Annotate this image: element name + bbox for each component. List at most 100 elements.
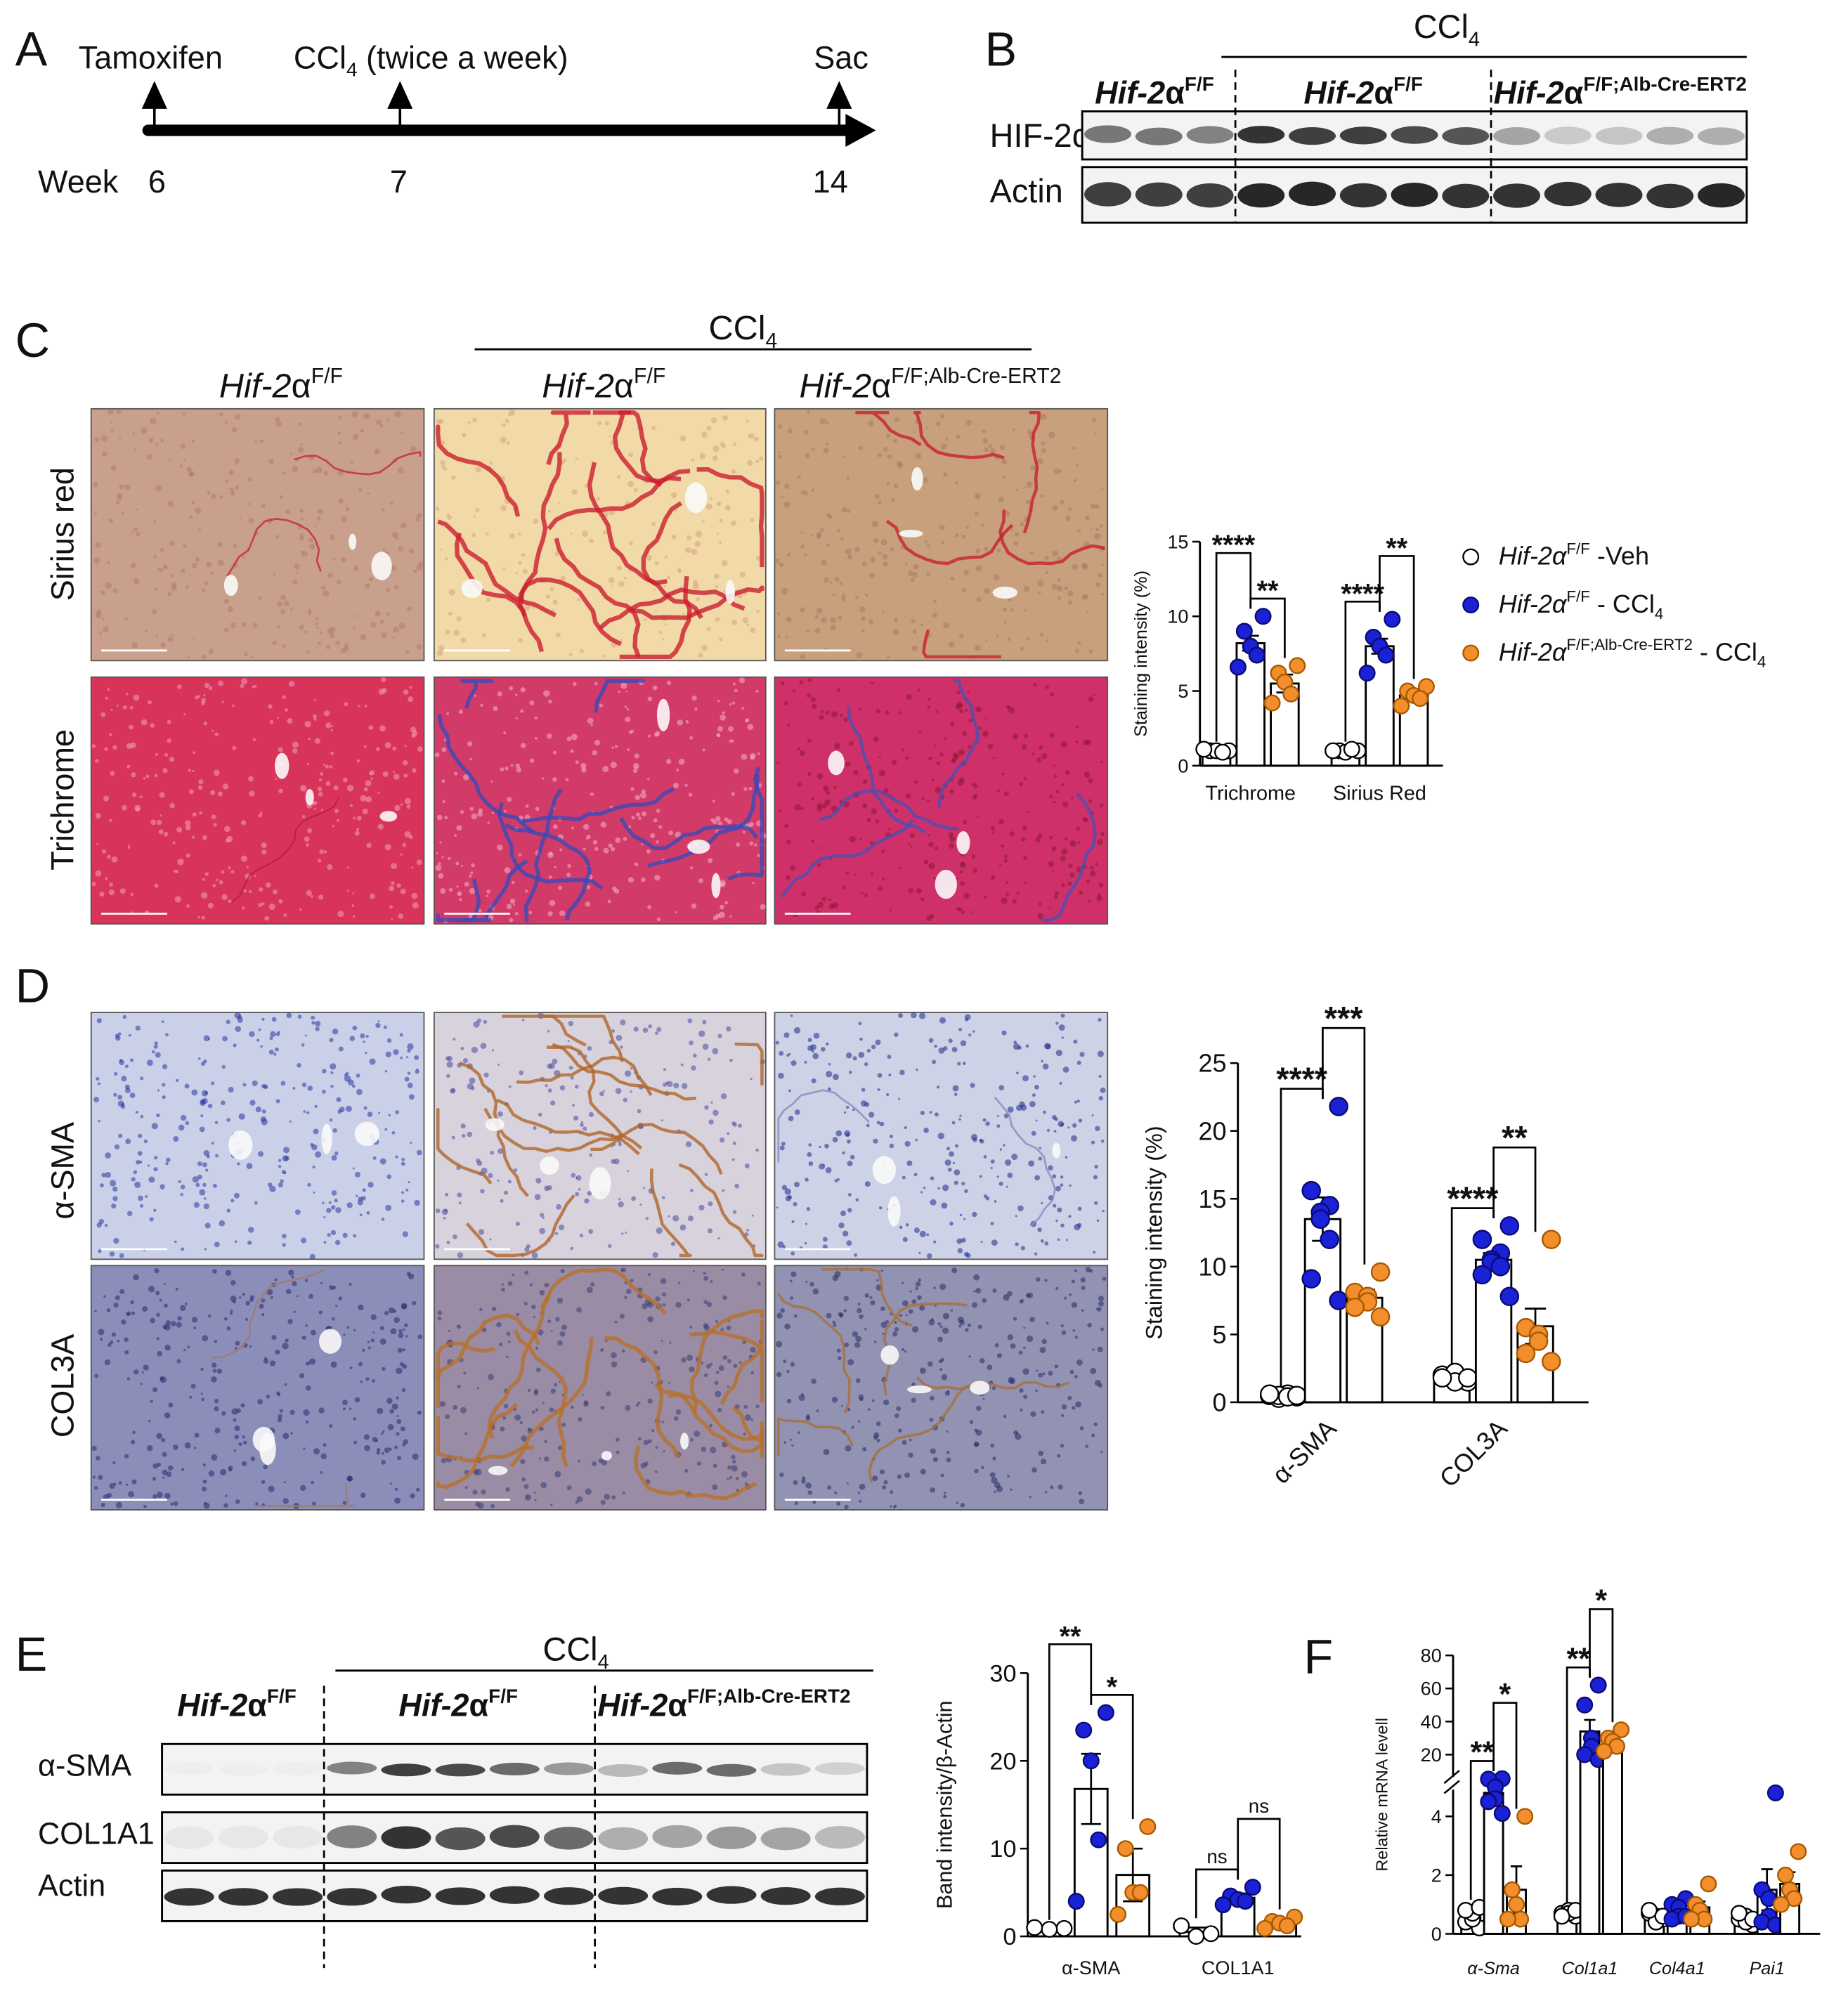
tissue-texture (990, 826, 995, 831)
tissue-texture (242, 1293, 245, 1296)
tissue-texture (259, 811, 263, 814)
data-point (1493, 1805, 1511, 1822)
blot-band (1135, 182, 1183, 207)
data-point (1075, 1721, 1093, 1739)
tissue-texture (143, 1504, 147, 1508)
tissue-texture (157, 1350, 163, 1357)
tissue-texture (175, 1287, 178, 1291)
tissue-texture (656, 809, 661, 813)
fibrosis-streak (720, 1319, 764, 1406)
tissue-texture (750, 1077, 753, 1081)
blot-band (327, 1761, 377, 1775)
label-part: CCl (1414, 8, 1469, 45)
tissue-texture (457, 891, 462, 896)
tissue-texture (717, 1407, 722, 1413)
fibrosis-streak (436, 1341, 495, 1409)
tissue-texture (963, 892, 970, 899)
tissue-texture (332, 1128, 337, 1133)
tissue-texture (376, 1451, 380, 1455)
tissue-texture (446, 1240, 450, 1244)
tissue-texture (301, 814, 306, 819)
tissue-texture (904, 1350, 907, 1353)
tissue-texture (203, 1502, 210, 1509)
tissue-texture (349, 1282, 352, 1286)
tissue-texture (1018, 1350, 1023, 1355)
tissue-texture (505, 419, 509, 424)
tissue-texture (594, 682, 598, 686)
tissue-texture (813, 1032, 820, 1039)
tissue-texture (194, 1433, 200, 1438)
label: **** (1341, 578, 1384, 609)
tissue-texture (664, 555, 668, 559)
tissue-texture (356, 1088, 363, 1095)
blot-band (652, 1825, 703, 1848)
tissue-texture (678, 758, 685, 765)
tissue-texture (212, 884, 216, 887)
tissue-texture (899, 1314, 903, 1317)
tissue-texture (870, 556, 876, 562)
tissue-texture (1029, 436, 1033, 440)
tissue-texture (680, 1063, 684, 1067)
tissue-texture (401, 1157, 405, 1161)
tissue-texture (748, 433, 755, 439)
tissue-texture (568, 653, 573, 656)
tissue-texture (1084, 771, 1091, 778)
tissue-texture (1041, 1059, 1043, 1063)
tissue-texture (315, 646, 318, 649)
label: 15 (1198, 1185, 1226, 1213)
tissue-texture (842, 593, 845, 596)
tissue-texture (988, 444, 993, 448)
tissue-texture (346, 1202, 353, 1208)
tissue-texture (164, 1412, 171, 1419)
tissue-texture (532, 1410, 535, 1414)
tissue-texture (190, 1383, 196, 1389)
tissue-texture (464, 881, 469, 887)
tissue-texture (95, 870, 102, 877)
tissue-texture (923, 859, 929, 865)
tissue-texture (920, 623, 923, 627)
tissue-texture (106, 1308, 111, 1312)
tissue-texture (230, 1280, 236, 1286)
vessel (680, 1433, 689, 1450)
tissue-texture (124, 1350, 129, 1355)
tissue-texture (727, 1465, 732, 1470)
tissue-texture (211, 1081, 215, 1085)
tissue-texture (589, 538, 594, 544)
tissue-texture (135, 807, 141, 812)
tissue-texture (233, 544, 237, 548)
tissue-texture (704, 1105, 709, 1110)
tissue-texture (878, 756, 881, 759)
tissue-texture (1061, 883, 1065, 887)
tissue-texture (238, 1113, 245, 1120)
tissue-texture (392, 532, 398, 538)
tissue-texture (299, 908, 302, 911)
tissue-texture (353, 1440, 358, 1445)
tissue-texture (544, 1456, 549, 1462)
tissue-texture (523, 1302, 528, 1306)
tissue-texture (140, 1382, 143, 1385)
tissue-texture (349, 1036, 356, 1041)
tissue-texture (843, 1111, 847, 1114)
tissue-texture (846, 1482, 849, 1485)
tissue-texture (109, 1482, 115, 1489)
tissue-texture (98, 1329, 105, 1336)
tissue-texture (840, 595, 846, 601)
tissue-texture (720, 715, 726, 721)
tissue-texture (504, 809, 507, 813)
tissue-texture (781, 495, 783, 499)
tissue-texture (897, 1428, 902, 1433)
tissue-texture (707, 1057, 711, 1061)
tissue-texture (846, 1240, 852, 1246)
tissue-texture (916, 888, 922, 894)
tissue-texture (457, 1192, 462, 1198)
tissue-texture (108, 889, 115, 896)
label: 0 (1178, 755, 1188, 776)
data-point (1472, 1265, 1492, 1285)
tissue-texture (365, 1035, 369, 1038)
tissue-texture (389, 501, 393, 505)
tissue-texture (844, 1130, 851, 1137)
tissue-texture (318, 1310, 323, 1315)
tissue-texture (965, 526, 969, 529)
tissue-texture (840, 713, 843, 717)
